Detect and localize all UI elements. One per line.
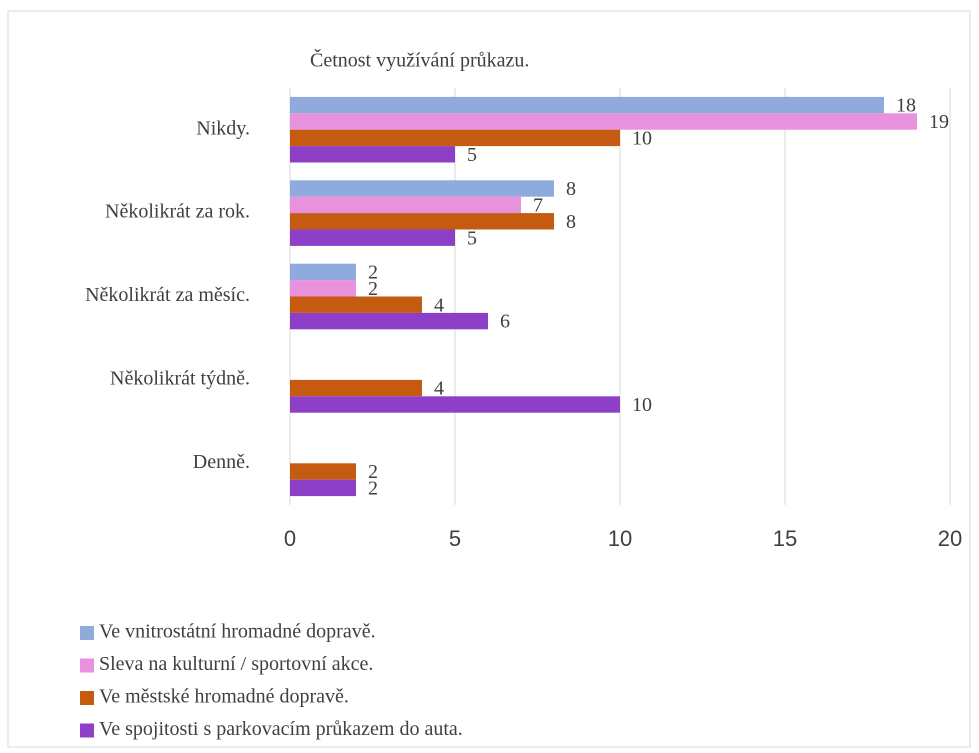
x-tick-label: 15 [773,526,797,551]
y-tick-label: Denně. [193,451,250,473]
bar [290,180,554,197]
y-tick-label: Nikdy. [196,117,250,139]
bar [290,213,554,230]
data-label: 10 [632,127,652,149]
legend-label: Sleva na kulturní / sportovní akce. [99,653,373,675]
data-label: 8 [566,211,576,233]
chart-title: Četnost využívání průkazu. [310,48,529,72]
data-label: 7 [533,194,543,216]
bar [290,280,356,297]
y-tick-label: Několikrát za rok. [105,201,250,223]
bar [290,96,884,114]
x-tick-label: 10 [608,526,632,551]
bar [290,396,620,413]
data-label: 2 [368,278,378,300]
bar [290,463,356,480]
data-label: 5 [467,227,477,249]
legend-label: Ve městské hromadné dopravě. [99,686,349,708]
y-tick-label: Několikrát týdně. [110,367,250,389]
data-label: 2 [368,461,378,483]
bar [290,312,488,330]
data-label: 19 [929,111,949,133]
bar [290,113,917,130]
bar [290,146,455,163]
bar [290,196,521,214]
bar [290,296,422,313]
bar [290,479,356,497]
data-label: 2 [368,261,378,283]
bar [290,129,620,147]
data-label: 10 [632,394,652,416]
data-label: 18 [896,95,916,117]
legend-swatch [80,626,94,640]
legend-swatch [80,691,94,705]
legend-label: Ve spojitosti s parkovacím průkazem do a… [99,718,463,740]
bar [290,379,422,397]
data-label: 6 [500,311,510,333]
data-label: 8 [566,178,576,200]
data-label: 2 [368,477,378,499]
x-tick-label: 5 [449,526,461,551]
data-label: 4 [434,378,444,400]
x-tick-label: 20 [938,526,962,551]
bar [290,263,356,281]
legend-swatch [80,658,94,673]
legend-label: Ve vnitrostátní hromadné dopravě. [99,621,376,643]
x-tick-label: 0 [284,526,296,551]
data-label: 4 [434,294,444,316]
bar [290,229,455,246]
data-label: 5 [467,144,477,166]
legend-swatch [80,723,94,738]
y-tick-label: Několikrát za měsíc. [85,284,250,306]
